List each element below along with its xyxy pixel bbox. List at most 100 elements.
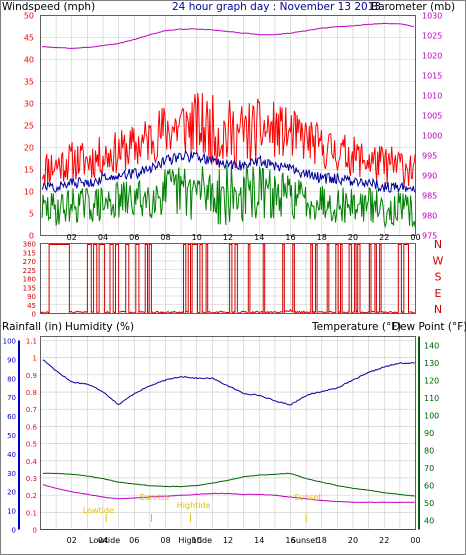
wind-tick-label: 10 [24,188,34,197]
humidity-tick-label: 90 [7,356,16,364]
wind-tick-label: 50 [24,12,34,21]
barometer-tick-label: 985 [422,192,437,201]
rainfall-tick-label: 0.2 [26,492,37,500]
dewpoint-line [42,484,415,504]
barometer-tick-label: 1030 [422,12,442,21]
wind-panel-x-ticks: 02 04 06 08 10 12 14 16 18 20 22 00 [67,233,421,242]
barometer-tick-label: 1015 [422,72,442,81]
temperature-tick-label: 80 [424,447,434,456]
wind-x-tick-label: 04 [98,233,108,242]
barometer-tick-label: 1010 [422,92,442,101]
humidity-tick-label: 70 [7,394,16,402]
barometer-tick-label: 1020 [422,52,442,61]
barometer-tick-label: 1025 [422,32,442,41]
climate-x-tick-label: 10 [192,536,202,545]
direction-degree-label: 90 [27,293,36,301]
direction-degree-label: 360 [23,241,36,249]
climate-x-tick-label: 14 [254,536,264,545]
wind-panel-frame [40,15,416,236]
wind-tick-label: 5 [29,210,34,219]
wind-x-tick-label: 14 [254,233,264,242]
wind-low-line [41,164,416,229]
chart-title: 24 hour graph day : November 13 2013 [172,1,381,13]
rainfall-axis-title: Rainfall (in) [2,321,62,333]
barometer-tick-label: 995 [422,152,437,161]
barometer-tick-label: 1005 [422,112,442,121]
compass-label: S [435,271,442,284]
humidity-tick-label: 0 [12,527,16,535]
temperature-axis-ticks: 40 50 60 70 80 90 100 110 120 130 140 [418,336,439,530]
rainfall-tick-label: 0.4 [26,458,38,466]
barometer-tick-label: 990 [422,172,437,181]
direction-degree-label: 0 [32,311,36,319]
rainfall-tick-label: 0.6 [26,423,38,431]
humidity-tick-label: 60 [7,413,16,421]
humidity-tick-label: 10 [7,508,16,516]
wind-x-tick-label: 00 [410,233,420,242]
climate-x-tick-label: 06 [129,536,139,545]
windspeed-axis-title: Windspeed (mph) [2,1,95,13]
humidity-tick-label: 40 [7,451,16,459]
wind-tick-label: 40 [24,56,34,65]
climate-x-tick-label: 22 [379,536,389,545]
climate-x-tick-label: 18 [317,536,327,545]
direction-degree-label: 180 [23,276,36,284]
wind-x-tick-label: 06 [129,233,139,242]
direction-panel-frame [40,243,416,314]
climate-x-tick-label: 02 [67,536,77,545]
wind-direction-line [40,244,415,315]
wind-x-tick-label: 08 [160,233,170,242]
barometer-axis-ticks: 975 980 985 990 995 1000 1005 1010 1015 1020 1025 1… [422,12,442,241]
climate-x-tick-label: 12 [223,536,233,545]
climate-panel-x-ticks: 02 04 06 08 10 12 14 16 18 20 22 00 Lowtide Hightide S… [67,536,421,545]
rainfall-tick-label: 0.1 [26,509,37,517]
rainfall-axis-ticks: 0 0.1 0.2 0.3 0.4 0.5 0.6 0.7 0.8 0.9 1 1.1 [26,338,38,535]
tide-event-label: Sunrise [140,493,170,502]
barometer-axis-title: Barometer (mb) [371,1,455,13]
rainfall-tick-label: 0.9 [26,372,37,380]
direction-degree-label: 315 [23,249,36,257]
wind-x-tick-label: 22 [379,233,389,242]
temperature-tick-label: 70 [424,464,434,473]
wind-x-tick-label: 18 [317,233,327,242]
humidity-tick-label: 100 [3,338,16,346]
climate-panel-grid [40,336,416,530]
direction-degree-label: 225 [23,267,36,275]
dewpoint-axis-title: Dew Point (°F) [392,321,466,333]
wind-tick-label: 20 [24,144,34,153]
wind-x-tick-label: 20 [348,233,358,242]
temperature-tick-label: 140 [424,341,439,350]
climate-x-tick-label: 16 [285,536,295,545]
humidity-tick-label: 80 [7,375,16,383]
temperature-tick-label: 110 [424,394,439,403]
compass-label: N [434,238,442,251]
wind-x-tick-label: 16 [285,233,295,242]
wind-tick-label: 0 [29,232,34,241]
rainfall-tick-label: 1.1 [26,338,37,346]
climate-x-tick-label: 20 [348,536,358,545]
wind-tick-label: 35 [24,78,34,87]
bottom-event-label: Lowtide [89,536,120,545]
temperature-tick-label: 120 [424,376,439,385]
climate-x-tick-label: 08 [160,536,170,545]
bottom-event-label: Hightide [178,536,212,545]
tide-event-label: Sunset [294,493,321,502]
temperature-tick-label: 100 [424,411,439,420]
wind-x-tick-label: 12 [223,233,233,242]
barometer-line [42,22,414,49]
temperature-line [42,472,415,497]
bottom-event-label: Sunset [291,536,318,545]
direction-degree-label: 45 [27,302,36,310]
compass-label: W [433,254,444,267]
humidity-line [42,359,415,406]
humidity-tick-label: 20 [7,489,16,497]
tide-event-label: Lowtide [83,506,114,515]
tide-event-label: Hightide [177,501,211,510]
temperature-tick-label: 90 [424,429,434,438]
barometer-tick-label: 1000 [422,132,442,141]
